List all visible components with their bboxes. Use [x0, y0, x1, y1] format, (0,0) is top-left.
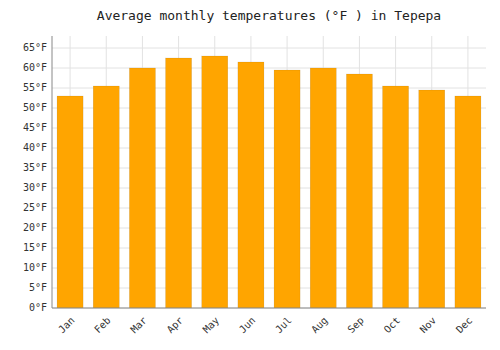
x-tick-label: May — [201, 315, 222, 336]
x-tick-label: Jan — [56, 315, 77, 336]
chart-svg: 0°F 5°F 10°F 15°F 20°F 25°F 30°F 35°F 40°F 45°F 50… — [0, 0, 500, 350]
x-tick-label: Sep — [345, 315, 366, 336]
bar — [346, 74, 372, 308]
bar — [93, 86, 119, 308]
bar — [419, 90, 445, 308]
y-tick-label: 60°F — [23, 62, 47, 73]
y-tick-label: 10°F — [23, 262, 47, 273]
chart-container: 0°F 5°F 10°F 15°F 20°F 25°F 30°F 35°F 40°F 45°F 50… — [0, 0, 500, 350]
bar — [129, 68, 155, 308]
y-tick-label: 25°F — [23, 202, 47, 213]
x-tick-label: Feb — [92, 315, 113, 336]
bar — [310, 68, 336, 308]
y-tick-label: 55°F — [23, 82, 47, 93]
y-grid-line — [52, 308, 486, 309]
y-tick-label: 65°F — [23, 42, 47, 53]
y-tick-label: 50°F — [23, 102, 47, 113]
bar — [238, 62, 264, 308]
y-tick-label: 30°F — [23, 182, 47, 193]
y-axis-line — [52, 36, 53, 308]
x-tick-label: Oct — [382, 315, 403, 336]
y-tick-label: 15°F — [23, 242, 47, 253]
y-tick-label: 20°F — [23, 222, 47, 233]
x-tick-label: Dec — [454, 315, 475, 336]
x-tick-label: Jun — [237, 315, 258, 336]
bar — [202, 56, 228, 308]
y-tick-label: 5°F — [29, 282, 47, 293]
bar — [455, 96, 481, 308]
x-tick-label: Mar — [128, 315, 149, 336]
y-tick-label: 40°F — [23, 142, 47, 153]
bar — [166, 58, 192, 308]
bar — [383, 86, 409, 308]
y-tick-label: 0°F — [29, 302, 47, 313]
bars — [57, 56, 481, 308]
x-axis-line — [52, 308, 486, 309]
x-tick-label: Nov — [418, 315, 439, 336]
y-grid-line — [52, 48, 486, 49]
bar — [57, 96, 83, 308]
bar — [274, 70, 300, 308]
y-tick-label: 35°F — [23, 162, 47, 173]
y-grid-line — [52, 68, 486, 69]
grid — [52, 36, 486, 308]
y-tick-label: 45°F — [23, 122, 47, 133]
x-tick-label: Jul — [273, 315, 294, 336]
x-tick-label: Apr — [165, 315, 186, 336]
x-tick-label: Aug — [309, 315, 330, 336]
title: Average monthly temperatures (°F ) in Te… — [97, 8, 441, 23]
